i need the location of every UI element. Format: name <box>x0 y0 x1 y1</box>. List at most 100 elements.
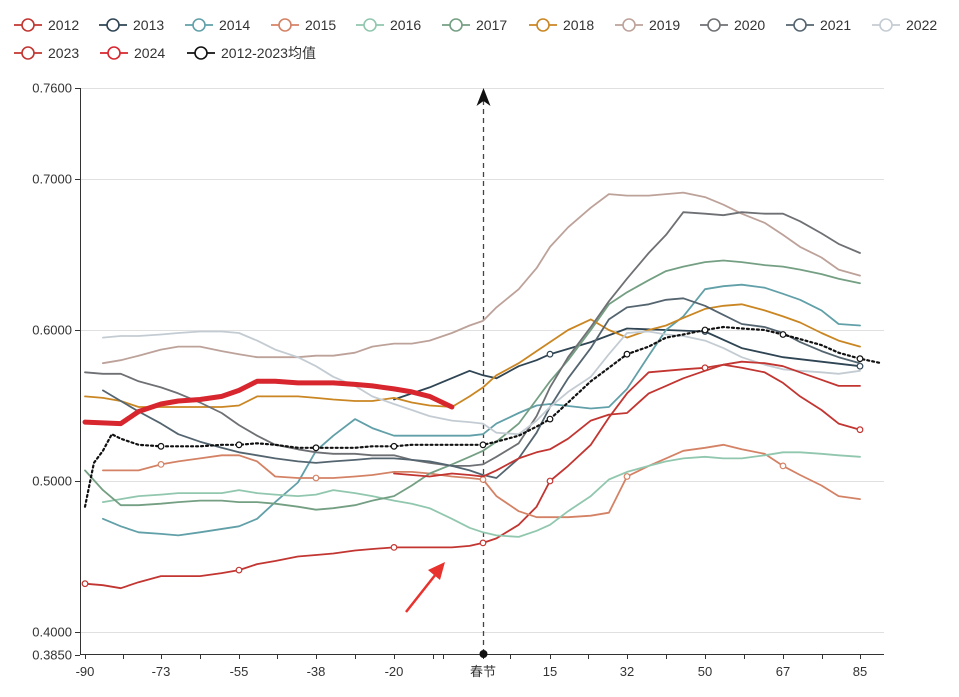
series-point-2015 <box>157 461 165 468</box>
x-tick-label: -20 <box>385 664 404 679</box>
legend-label: 2015 <box>305 17 336 33</box>
legend-label: 2017 <box>476 17 507 33</box>
series-line-2017 <box>84 259 861 511</box>
series-point-2015 <box>779 462 787 470</box>
x-tick-label: -90 <box>76 664 95 679</box>
marker-arrowhead <box>476 88 491 106</box>
series-point-2012 <box>235 566 243 574</box>
legend-circle-icon <box>879 18 893 32</box>
series-point-2015 <box>479 476 487 483</box>
legend-item-2021[interactable]: 2021 <box>786 17 851 33</box>
legend-item-2012[interactable]: 2012 <box>14 17 79 33</box>
spring-festival-marker <box>476 88 491 658</box>
series-point-2012 <box>81 580 89 588</box>
annotation-arrow-head <box>428 562 445 580</box>
x-tick-label: 67 <box>776 664 790 679</box>
legend-label: 2023 <box>48 45 79 61</box>
series-line-2020 <box>84 211 861 467</box>
y-tick-label: 0.6000 <box>32 323 72 338</box>
series-point-2012 <box>546 477 554 485</box>
legend-item-2020[interactable]: 2020 <box>700 17 765 33</box>
legend-item-2013[interactable]: 2013 <box>99 17 164 33</box>
legend-label: 2016 <box>390 17 421 33</box>
legend-circle-icon <box>21 18 35 32</box>
legend-item-2022[interactable]: 2022 <box>872 17 937 33</box>
series-point-2012-2023均值 <box>623 350 631 358</box>
series-point-2012-2023均值 <box>157 442 165 450</box>
y-tick-label: 0.4000 <box>32 625 72 640</box>
series-point-2015 <box>312 474 320 482</box>
y-tick-label: 0.7600 <box>32 81 72 96</box>
legend-label: 2020 <box>734 17 765 33</box>
legend-label: 2014 <box>219 17 250 33</box>
legend-circle-icon <box>449 18 463 32</box>
series-line-2023 <box>393 360 861 478</box>
x-tick-label: 85 <box>853 664 867 679</box>
annotation-arrow-shaft <box>405 573 437 613</box>
series-point-2013 <box>856 362 864 370</box>
series-point-2012-2023均值 <box>312 444 320 452</box>
series-point-2012-2023均值 <box>701 326 709 334</box>
x-tick-label: -73 <box>152 664 171 679</box>
x-tick-label: 50 <box>698 664 712 679</box>
x-tick-label: -55 <box>230 664 249 679</box>
series-point-2013 <box>546 350 554 358</box>
grid-lines <box>80 88 884 633</box>
series-line-2012-2023均值 <box>83 325 883 508</box>
legend-circle-icon <box>278 18 292 32</box>
series-point-2012 <box>479 539 487 547</box>
legend-circle-icon <box>363 18 377 32</box>
legend-item-2018[interactable]: 2018 <box>529 17 594 33</box>
legend-label: 2024 <box>134 45 165 61</box>
legend-circle-icon <box>194 46 208 60</box>
legend-circle-icon <box>106 18 120 32</box>
x-tick-label: -38 <box>307 664 326 679</box>
legend-item-2024[interactable]: 2024 <box>100 45 165 61</box>
series-line-2022 <box>102 330 861 436</box>
series-line-2018 <box>84 303 861 408</box>
legend-item-2023[interactable]: 2023 <box>14 45 79 61</box>
series-point-2012-2023均值 <box>779 331 787 338</box>
x-tick-label: 春节 <box>470 664 496 679</box>
legend-label: 2012 <box>48 17 79 33</box>
legend-label: 2018 <box>563 17 594 33</box>
legend-circle-icon <box>622 18 636 32</box>
legend-item-2017[interactable]: 2017 <box>442 17 507 33</box>
legend-label: 2021 <box>820 17 851 33</box>
series-point-2012-2023均值 <box>856 355 864 363</box>
legend-label: 2013 <box>133 17 164 33</box>
series-line-2021 <box>102 297 861 479</box>
series-line-2013 <box>393 327 861 401</box>
legend-circle-icon <box>107 46 121 60</box>
legend-label: 2019 <box>649 17 680 33</box>
y-tick-label: 0.5000 <box>32 474 72 489</box>
series-point-2012 <box>390 544 398 551</box>
legend-item-2012-2023均值[interactable]: 2012-2023均值 <box>187 45 316 61</box>
series-lines <box>81 191 883 590</box>
legend-item-2016[interactable]: 2016 <box>356 17 421 33</box>
legend-circle-icon <box>192 18 206 32</box>
legend-circle-icon <box>21 46 35 60</box>
marker-dot <box>479 650 488 658</box>
series-point-2012-2023均值 <box>546 415 554 423</box>
series-point-2012-2023均值 <box>235 441 243 449</box>
legend-circle-icon <box>536 18 550 32</box>
y-tick-label: 0.3850 <box>32 648 72 663</box>
legend-item-2014[interactable]: 2014 <box>185 17 250 33</box>
series-line-2019 <box>102 191 861 365</box>
legend[interactable]: 2012 2013 2014 2015 2016 2017 2018 2019 2020 2021… <box>14 17 937 61</box>
axes: 0.3850 0.4000 0.5000 0.6000 0.7000 0.7600 -90 -… <box>32 81 884 679</box>
series-point-2012-2023均值 <box>479 441 487 449</box>
series-line-2014 <box>102 283 861 537</box>
series-point-2012-2023均值 <box>390 442 398 450</box>
series-line-2016 <box>102 451 861 538</box>
y-tick-label: 0.7000 <box>32 172 72 187</box>
x-tick-label: 15 <box>543 664 557 679</box>
legend-item-2019[interactable]: 2019 <box>615 17 680 33</box>
series-line-2012 <box>84 363 861 590</box>
legend-label: 2012-2023均值 <box>221 45 316 61</box>
legend-item-2015[interactable]: 2015 <box>271 17 336 33</box>
series-point-2012 <box>856 426 864 434</box>
legend-label: 2022 <box>906 17 937 33</box>
